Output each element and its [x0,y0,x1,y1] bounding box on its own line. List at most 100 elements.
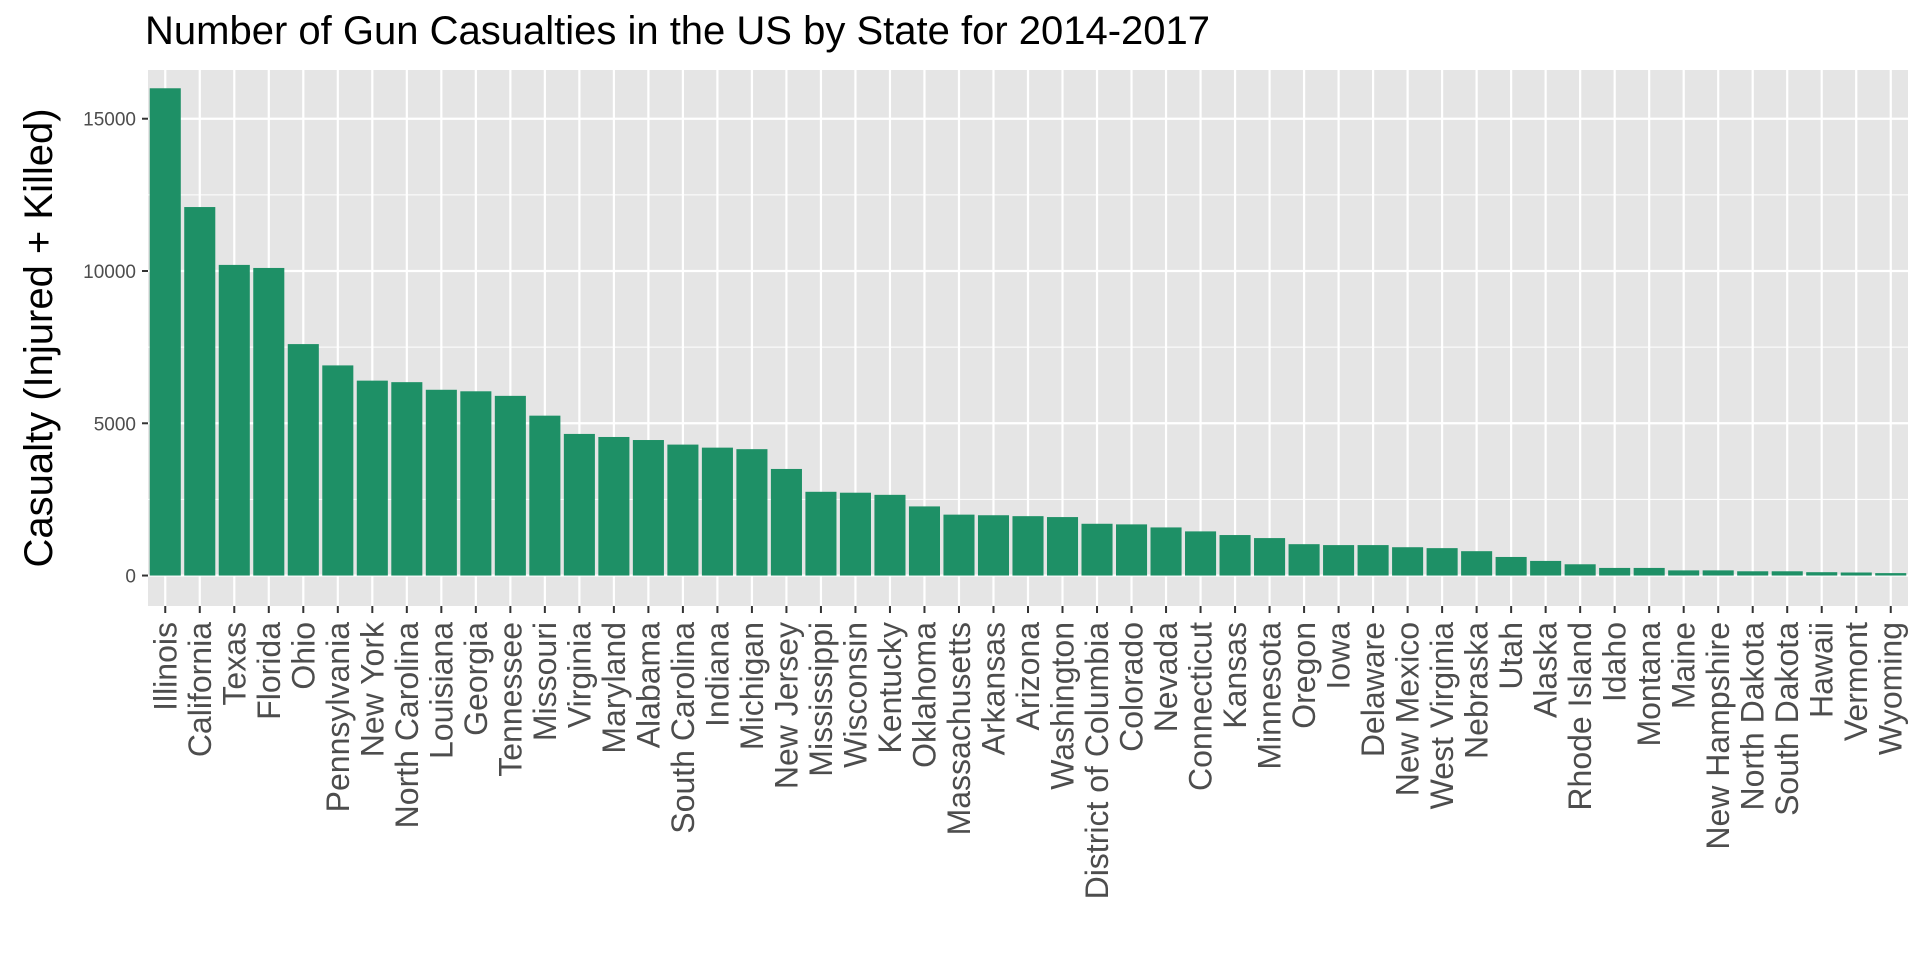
bar-maine [1668,570,1700,576]
y-tick-label: 15000 [83,110,136,131]
x-tick-label: Vermont [1838,622,1874,741]
bar-south-carolina [667,444,699,576]
x-tick-label: Mississippi [803,622,839,777]
bar-west-virginia [1426,548,1458,576]
bar-virginia [563,433,595,576]
bar-new-york [356,380,388,576]
bar-arkansas [977,515,1010,576]
x-tick-label: District of Columbia [1079,622,1115,900]
bar-tennessee [494,395,526,576]
bar-colorado [1116,524,1148,576]
chart-title: Number of Gun Casualties in the US by St… [145,9,1210,53]
bar-minnesota [1254,538,1286,576]
x-tick-label: Kansas [1217,622,1253,729]
bar-south-dakota [1771,571,1803,576]
bar-massachusetts [943,514,975,576]
x-tick-label: Washington [1045,622,1081,790]
x-tick-label: Rhode Island [1562,622,1598,811]
x-tick-label: Iowa [1321,622,1357,690]
bar-new-hampshire [1702,570,1734,576]
bar-new-jersey [770,468,802,576]
y-tick-label: 5000 [94,414,136,435]
bar-california [184,207,216,576]
x-tick-label: Alaska [1528,622,1564,718]
bar-north-dakota [1737,571,1769,576]
x-tick-label: Pennsylvania [320,622,356,813]
x-tick-label: Florida [251,622,287,720]
bar-nevada [1150,527,1182,576]
bar-georgia [460,391,492,576]
x-tick-label: Oklahoma [906,622,942,768]
x-tick-label: New Hampshire [1700,622,1736,850]
bar-wisconsin [839,492,871,576]
bars [149,88,1907,576]
x-tick-label: North Dakota [1735,622,1771,811]
x-tick-label: Illinois [147,622,183,711]
bar-new-mexico [1392,547,1424,576]
x-tick-label: Massachusetts [941,622,977,835]
x-tick-label: Alabama [630,622,666,749]
x-tick-label: New Jersey [768,622,804,789]
bar-district-of-columbia [1081,523,1113,576]
bar-connecticut [1185,531,1217,576]
x-tick-label: New Mexico [1390,622,1426,796]
bar-vermont [1840,572,1872,576]
bar-rhode-island [1564,564,1596,576]
bar-oklahoma [908,506,940,576]
x-tick-label: Montana [1631,622,1667,747]
x-tick-label: Missouri [527,622,563,741]
x-tick-label: Virginia [561,622,597,728]
x-tick-label: South Carolina [665,622,701,834]
bar-oregon [1288,544,1320,576]
x-tick-label: Connecticut [1183,622,1219,791]
x-tick-label: Nebraska [1459,622,1495,759]
bar-north-carolina [391,382,423,576]
bar-mississippi [805,491,837,576]
x-tick-label: Michigan [734,622,770,750]
bar-utah [1495,556,1527,576]
bar-illinois [149,88,181,576]
x-tick-label: South Dakota [1769,622,1805,816]
bar-wyoming [1875,573,1907,576]
x-tick-label: Nevada [1148,622,1184,733]
bar-hawaii [1806,572,1838,576]
x-tick-label: Tennessee [492,622,528,777]
y-tick-label: 10000 [83,262,136,283]
bar-washington [1046,517,1079,576]
x-tick-label: West Virginia [1424,622,1460,810]
bar-texas [218,264,250,576]
x-tick-label: Maryland [596,622,632,754]
bar-maryland [598,436,630,576]
bar-kansas [1219,535,1251,576]
x-tick-label: Louisiana [423,622,459,759]
y-axis-label: Casualty (Injured + Killed) [17,108,61,567]
x-tick-label: Minnesota [1252,622,1288,770]
x-tick-label: Wyoming [1873,622,1909,755]
x-tick-label: Maine [1666,622,1702,709]
x-tick-label: California [182,622,218,757]
bar-missouri [529,415,561,576]
x-tick-label: Idaho [1597,622,1633,702]
bar-indiana [701,447,733,576]
bar-ohio [287,344,319,576]
y-tick-label: 0 [125,567,136,588]
x-tick-label: Colorado [1114,622,1150,752]
x-tick-label: Kentucky [872,622,908,754]
x-tick-label: Hawaii [1804,622,1840,718]
x-tick-label: Indiana [699,622,735,727]
bar-pennsylvania [322,365,354,576]
bar-alaska [1530,560,1562,576]
bar-montana [1633,567,1665,576]
x-tick-label: Texas [216,622,252,706]
bar-delaware [1357,545,1389,576]
bar-florida [253,267,285,576]
bar-iowa [1323,545,1355,576]
x-tick-label: Ohio [285,622,321,690]
bar-louisiana [425,389,457,576]
bar-kentucky [874,494,906,576]
bar-idaho [1599,567,1631,576]
bar-nebraska [1461,551,1493,576]
bar-michigan [736,449,768,576]
x-tick-label: Utah [1493,622,1529,690]
